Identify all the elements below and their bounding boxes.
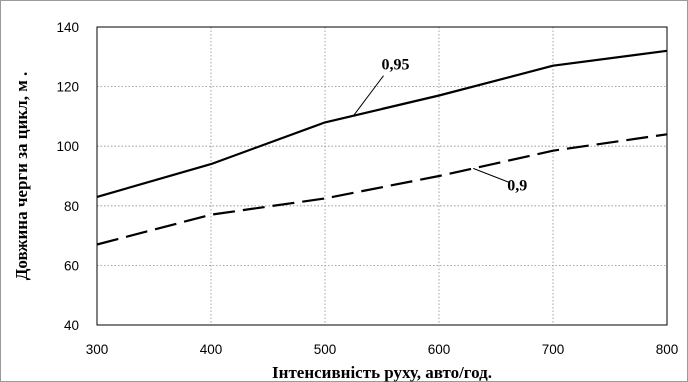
series-line bbox=[96, 49, 668, 198]
annotation-label: 0,95 bbox=[382, 57, 410, 74]
annotation-label: 0,9 bbox=[507, 177, 527, 194]
y-tick-label: 80 bbox=[64, 199, 79, 214]
y-tick-label: 120 bbox=[56, 80, 79, 95]
annotations: 0,95 0,9 bbox=[353, 57, 527, 194]
x-tick-label: 600 bbox=[428, 342, 451, 357]
y-tick-label: 40 bbox=[64, 318, 79, 333]
series-lines bbox=[96, 49, 668, 246]
x-axis-title: Інтенсивність руху, авто/год. bbox=[272, 363, 492, 382]
y-tick-label: 100 bbox=[56, 139, 79, 154]
y-tick-label: 140 bbox=[56, 20, 79, 35]
x-tick-label: 800 bbox=[656, 342, 679, 357]
y-tick-label: 60 bbox=[64, 258, 79, 273]
annotation-leader-line bbox=[473, 167, 510, 183]
y-axis-title: Довжина черги за цикл, м . bbox=[12, 72, 31, 281]
tick-labels: 300 400 500 600 700 800 40 60 80 100 120 140 bbox=[56, 20, 678, 357]
x-tick-label: 700 bbox=[542, 342, 565, 357]
x-tick-label: 500 bbox=[314, 342, 337, 357]
x-tick-label: 300 bbox=[86, 342, 109, 357]
annotation-leader-line bbox=[353, 75, 384, 116]
plot-area-border bbox=[96, 26, 668, 326]
x-tick-label: 400 bbox=[200, 342, 223, 357]
series-line bbox=[96, 133, 668, 246]
